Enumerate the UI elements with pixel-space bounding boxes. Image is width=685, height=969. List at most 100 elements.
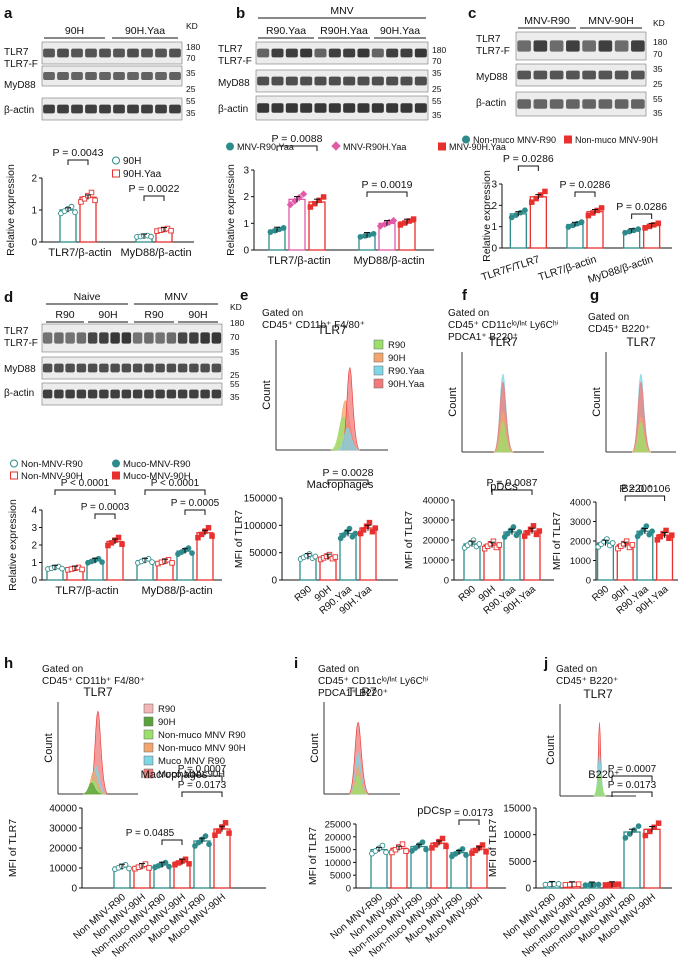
- blot-band: [110, 389, 120, 399]
- data-point: [522, 207, 528, 214]
- blot-band: [127, 48, 139, 58]
- y-tick-label: 20000: [49, 844, 77, 855]
- data-point: [432, 842, 439, 848]
- y-tick-label: 40000: [49, 804, 77, 815]
- blot-band: [121, 332, 132, 344]
- gate-text: Gated on: [42, 664, 83, 675]
- blot-band: [517, 99, 531, 109]
- y-axis-label: MFI of TLR7: [233, 510, 245, 568]
- p-value: P = 0.0007: [178, 764, 227, 775]
- data-point: [99, 559, 105, 565]
- legend-text: 90H: [123, 156, 141, 167]
- legend-marker: [112, 156, 120, 165]
- blot-band: [566, 40, 580, 52]
- hist-title: TLR7: [347, 685, 377, 699]
- blot-band: [598, 99, 613, 109]
- kd-marker: KD: [653, 18, 665, 28]
- data-point: [222, 820, 229, 826]
- y-tick-label: 1000: [570, 556, 591, 567]
- kd-marker: 180: [230, 318, 244, 328]
- data-point: [666, 535, 672, 542]
- sig-bracket: [458, 819, 480, 825]
- group-header: MNV: [330, 5, 353, 17]
- blot-band: [200, 332, 210, 344]
- category-label: TLR7/β-actin: [48, 247, 111, 259]
- blot-band: [189, 389, 199, 399]
- blot-band: [533, 99, 548, 109]
- data-point: [635, 823, 642, 829]
- blot-band: [328, 103, 341, 113]
- blot-strip: [255, 69, 429, 93]
- kd-marker: 180: [432, 45, 446, 55]
- data-point: [602, 882, 609, 888]
- blot-band: [400, 103, 413, 113]
- data-point: [119, 541, 125, 547]
- blot-band: [99, 72, 111, 80]
- kd-marker: 180: [653, 37, 667, 47]
- group-header: 90H.Yaa: [125, 25, 165, 37]
- blot-row-label: TLR7-F: [476, 46, 510, 57]
- blot-band: [43, 48, 55, 58]
- blot-row-label: MyD88: [218, 78, 250, 89]
- y-tick-label: 0: [491, 244, 497, 255]
- blot-band: [582, 99, 596, 109]
- category-label: MyD88/β-actin: [120, 247, 191, 259]
- panel-label-a: a: [4, 5, 13, 22]
- hist-peak: [632, 421, 650, 453]
- blot-band: [285, 76, 298, 86]
- sig-bracket: [574, 191, 596, 197]
- group-header: 90H: [65, 25, 84, 37]
- blot-band: [57, 48, 69, 58]
- blot-band: [357, 103, 370, 113]
- y-tick-label: 0: [444, 576, 449, 587]
- legend-swatch: [143, 768, 154, 779]
- blot-band: [533, 70, 548, 80]
- blot-band: [127, 104, 139, 114]
- blot-band: [54, 332, 64, 344]
- group-header: R90: [55, 309, 74, 321]
- blot-band: [343, 103, 356, 113]
- data-point: [615, 881, 622, 887]
- blot-band: [99, 332, 109, 344]
- y-axis-label: Relative expression: [5, 164, 17, 256]
- legend-text: Non-MNV-90H: [21, 471, 83, 482]
- blot-band: [155, 332, 165, 344]
- y-tick-label: 0: [586, 576, 591, 587]
- data-point: [646, 223, 653, 230]
- data-point: [205, 525, 212, 531]
- sig-bracket: [181, 775, 223, 781]
- legend-marker: [10, 459, 18, 468]
- data-point: [657, 533, 664, 540]
- gate-text: CD45⁺ B220⁺: [588, 324, 650, 335]
- kd-marker: 55: [432, 96, 442, 106]
- data-point: [567, 881, 573, 888]
- data-point: [142, 861, 149, 867]
- data-point: [623, 538, 630, 544]
- kd-marker: 25: [230, 370, 240, 380]
- blot-band: [357, 48, 370, 58]
- data-point: [642, 225, 648, 231]
- blot-band: [65, 389, 75, 399]
- blot-band: [85, 104, 97, 114]
- data-point: [212, 832, 218, 838]
- p-value: P = 0.0087: [487, 477, 538, 489]
- data-point: [397, 222, 404, 228]
- data-point: [649, 528, 655, 535]
- kd-marker: 35: [186, 108, 196, 118]
- data-point: [410, 216, 417, 222]
- group-header: R90.Yaa: [266, 25, 306, 37]
- data-point: [189, 550, 195, 556]
- y-tick-label: 10000: [503, 830, 531, 841]
- blot-band: [42, 389, 53, 399]
- data-point: [483, 849, 489, 855]
- y-tick-label: 15000: [503, 804, 531, 815]
- kd-marker: 70: [653, 49, 663, 59]
- kd-marker: 25: [186, 84, 196, 94]
- y-tick-label: 1: [491, 222, 497, 233]
- data-point: [496, 542, 503, 548]
- kd-marker: 70: [230, 332, 240, 342]
- legend-marker: [564, 135, 572, 144]
- kd-marker: 70: [432, 56, 442, 66]
- data-point: [594, 207, 600, 214]
- data-point: [360, 527, 367, 533]
